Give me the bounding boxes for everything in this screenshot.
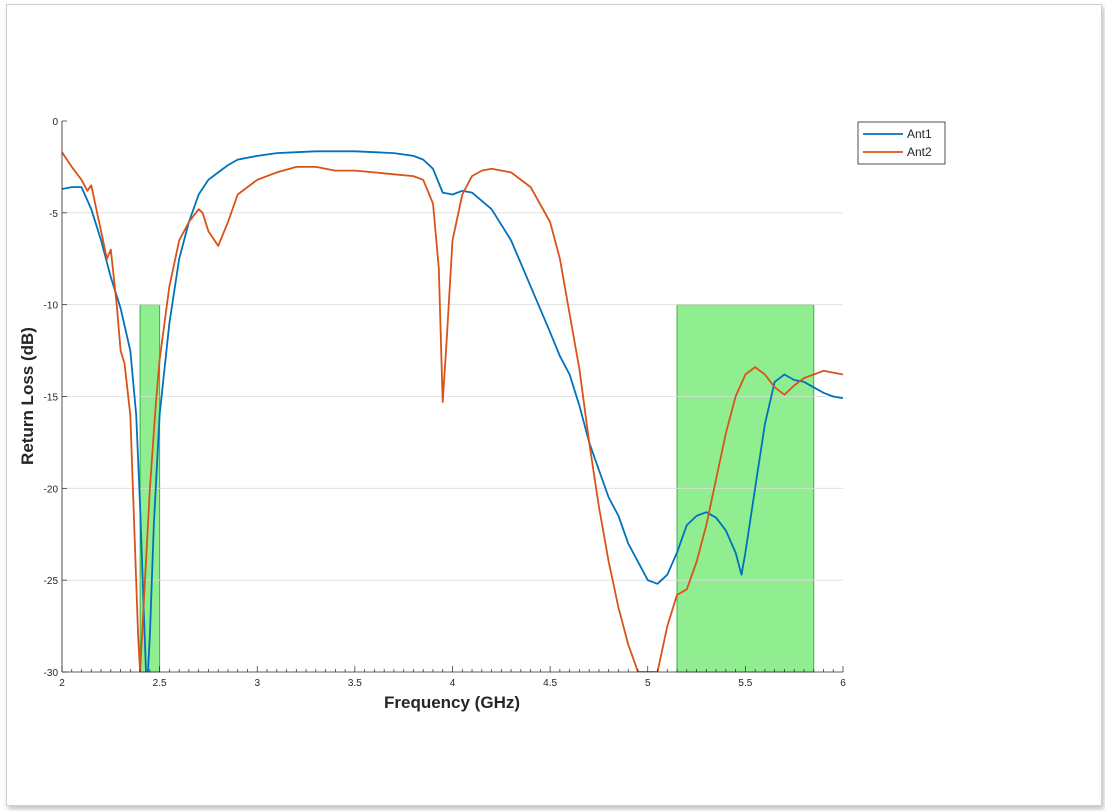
legend-label-ant1: Ant1 bbox=[907, 127, 932, 141]
x-tick-label: 6 bbox=[840, 678, 846, 689]
x-tick-label: 2 bbox=[59, 678, 65, 689]
x-tick-label: 5 bbox=[645, 678, 651, 689]
legend-box bbox=[857, 121, 946, 165]
series-line-ant1 bbox=[62, 150, 843, 672]
x-tick-label: 4.5 bbox=[543, 678, 557, 689]
legend-label-ant2: Ant2 bbox=[907, 145, 932, 159]
x-tick-label: 5.5 bbox=[738, 678, 752, 689]
y-tick-label: -25 bbox=[44, 576, 59, 587]
y-ticks: 0 -5 -10 -15 -20 -25 -30 bbox=[44, 117, 67, 679]
y-tick-label: -20 bbox=[44, 484, 59, 495]
y-tick-label: -15 bbox=[44, 393, 59, 404]
legend: Ant1 Ant2 bbox=[857, 121, 946, 165]
x-tick-label: 4 bbox=[450, 678, 456, 689]
y-tick-label: -5 bbox=[49, 209, 58, 220]
x-tick-label: 3 bbox=[254, 678, 260, 689]
x-tick-label: 2.5 bbox=[153, 678, 167, 689]
x-tick-label: 3.5 bbox=[348, 678, 362, 689]
y-axis-title: Return Loss (dB) bbox=[18, 327, 37, 465]
series-lines bbox=[62, 150, 843, 672]
x-ticks: 2 2.5 3 3.5 4 4.5 5 5.5 6 bbox=[59, 666, 846, 689]
series-line-ant2 bbox=[62, 151, 843, 672]
y-tick-label: -30 bbox=[44, 668, 59, 679]
y-tick-label: 0 bbox=[52, 117, 58, 128]
y-tick-label: -10 bbox=[44, 301, 59, 312]
x-axis-title: Frequency (GHz) bbox=[384, 693, 520, 712]
